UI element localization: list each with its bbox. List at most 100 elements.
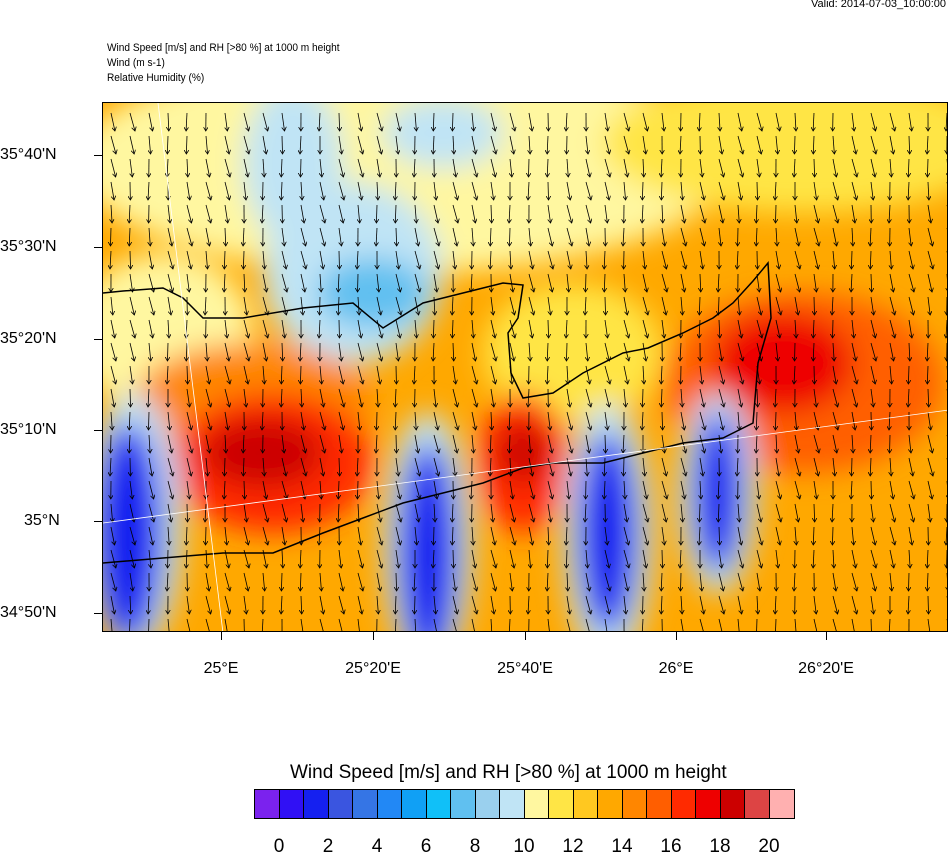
wind-arrow (243, 135, 249, 154)
wind-arrow (376, 434, 377, 453)
wind-arrow (111, 411, 112, 430)
wind-arrow (643, 365, 644, 384)
wind-arrow (167, 365, 168, 384)
lon-label: 26°E (658, 660, 694, 677)
wind-arrow (718, 503, 719, 522)
wind-arrow (756, 572, 760, 591)
wind-arrow (756, 618, 758, 631)
wind-arrow (168, 526, 169, 545)
wind-arrow (566, 319, 567, 338)
wind-arrow (604, 618, 608, 631)
wind-arrow (415, 526, 417, 545)
wind-arrow (376, 112, 382, 131)
wind-arrow (452, 227, 457, 246)
wind-arrow (604, 158, 610, 177)
wind-arrow (851, 388, 857, 407)
wind-arrow (662, 112, 664, 131)
wind-arrow (472, 319, 473, 338)
wind-arrow (889, 480, 893, 499)
wind-arrow (718, 273, 719, 292)
wind-arrow (908, 365, 909, 384)
wind-arrow (909, 434, 911, 453)
wind-arrow (794, 365, 795, 384)
wind-arrow (243, 526, 248, 545)
wind-arrow (338, 135, 342, 154)
wind-arrow (433, 204, 438, 223)
wind-speed-field (103, 103, 947, 631)
wind-arrow (281, 480, 287, 499)
wind-arrow (585, 411, 591, 430)
wind-arrow (224, 618, 228, 631)
wind-arrow (833, 250, 835, 269)
wind-arrow (851, 135, 856, 154)
wind-arrow (320, 572, 321, 591)
wind-arrow (851, 273, 852, 292)
wind-arrow (661, 457, 666, 476)
colorbar-label: 18 (709, 836, 731, 854)
wind-arrow (643, 158, 644, 177)
wind-arrow (547, 250, 553, 269)
wind-arrow (680, 204, 685, 223)
wind-arrow (471, 549, 475, 568)
wind-arrow (130, 595, 131, 614)
wind-arrow (528, 273, 534, 292)
wind-arrow (776, 549, 778, 568)
lat-label: 35°30'N (0, 238, 57, 255)
wind-arrow (395, 503, 401, 522)
wind-arrow (547, 365, 548, 384)
wind-arrow (776, 227, 777, 246)
wind-arrow (795, 411, 797, 430)
wind-arrow (814, 273, 816, 292)
wind-arrow (623, 457, 624, 476)
wind-arrow (680, 411, 684, 430)
lon-tick (525, 632, 526, 640)
wind-arrow (908, 250, 913, 269)
wind-arrow (205, 181, 211, 200)
wind-arrow (718, 181, 724, 200)
wind-arrow (718, 549, 722, 568)
colorbar-swatch (524, 790, 549, 818)
wind-arrow (110, 572, 116, 591)
wind-arrow (243, 572, 248, 591)
wind-arrow (414, 365, 415, 384)
wind-arrow (585, 227, 589, 246)
wind-arrow (396, 342, 398, 361)
wind-arrow (243, 319, 249, 338)
wind-arrow (795, 319, 796, 338)
wind-arrow (110, 227, 111, 246)
wind-arrow (909, 227, 911, 246)
wind-arrow (833, 135, 834, 154)
wind-arrow (927, 434, 932, 453)
wind-arrow (110, 618, 113, 631)
wind-arrow (642, 388, 643, 407)
colorbar-swatch (769, 790, 794, 818)
wind-arrow (737, 572, 743, 591)
wind-arrow (281, 595, 282, 614)
wind-arrow (642, 480, 647, 499)
wind-arrow (813, 204, 818, 223)
wind-arrow (110, 526, 115, 545)
colorbar-label: 16 (660, 836, 682, 854)
lat-tick (94, 613, 102, 614)
wind-arrow (604, 342, 609, 361)
wind-arrow (168, 204, 170, 223)
wind-arrow (738, 296, 740, 315)
wind-arrow (737, 158, 743, 177)
wind-arrow (585, 204, 591, 223)
wind-arrow (205, 158, 210, 177)
wind-arrow (263, 572, 265, 591)
wind-arrow (357, 112, 361, 131)
wind-arrow (529, 227, 531, 246)
wind-arrow (851, 549, 856, 568)
wind-arrow (776, 342, 778, 361)
wind-arrow (756, 227, 757, 246)
wind-arrow (681, 595, 682, 614)
wind-arrow (604, 549, 609, 568)
wind-arrow (908, 503, 914, 522)
wind-arrow (415, 204, 416, 223)
title-rh: Relative Humidity (%) (107, 72, 205, 84)
colorbar (254, 789, 795, 819)
wind-arrow (548, 319, 549, 338)
wind-arrow (775, 618, 777, 631)
wind-arrow (471, 365, 477, 384)
